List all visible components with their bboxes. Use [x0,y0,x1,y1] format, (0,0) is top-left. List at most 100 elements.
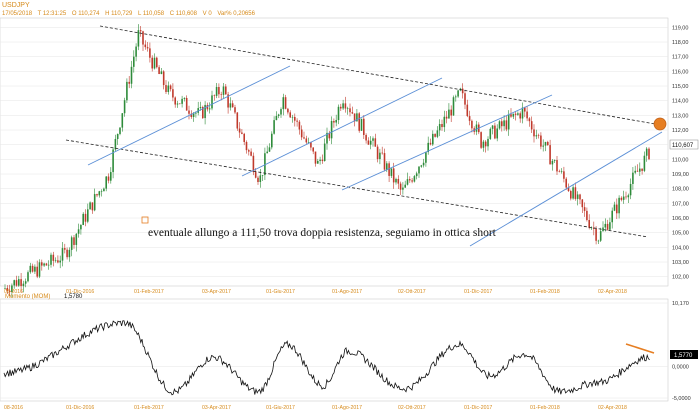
candle-down [494,125,496,139]
candle-up [622,196,625,200]
candle-up [425,152,427,163]
price-axis: 119,00 118,00 117,00 116,00 115,00 114,00 113,… [672,25,689,280]
candle-up [553,160,556,161]
candle-up [280,109,282,115]
candle-down [156,57,158,68]
price-tick-label: 116,00 [672,69,688,75]
candle-up [87,209,89,222]
header: USDJPY 17/05/2018 T 12:31:25 O 110,274 H… [2,2,256,17]
momentum-title: Momento (MOM) [5,294,50,300]
time-tick-label: 01-Feb-2017 [134,289,164,295]
candle-up [61,248,64,261]
price-tick-label: 115,00 [672,84,688,90]
candle-down [185,97,188,111]
candle-down [36,266,38,277]
candle-down [296,120,298,122]
candle-down [294,116,296,121]
candle-up [137,30,140,47]
candle-up [597,240,600,242]
header-high: H 110,729 [105,11,133,17]
candle-up [420,165,423,167]
candle-down [351,112,354,114]
candle-up [307,142,310,143]
time-tick-label: 02-Ott-2017 [398,405,426,411]
candle-up [192,113,195,117]
candle-up [512,113,515,117]
candle-down [333,120,335,123]
candle-down [556,160,558,172]
candle-down [441,124,443,128]
candle-up [438,124,441,131]
candle-down [533,129,535,137]
candle-down [6,287,9,291]
candle-down [625,196,627,198]
candle-down [392,168,395,183]
candle-up [215,87,218,96]
candle-down [574,187,577,199]
price-panel: eventuale allungo a 111,50 trova doppia … [0,17,669,298]
candle-up [34,266,36,272]
candle-down [220,94,222,95]
candle-down [15,280,18,286]
candle-down [73,237,75,245]
momentum-tick-label: -5,0000 [672,396,691,402]
price-tick-label: 104,00 [672,245,689,251]
candle-down [549,145,551,165]
candle-up [609,222,611,230]
candle-down [505,120,508,130]
candle-down [581,199,584,208]
candle-up [395,178,397,183]
candle-down [381,152,383,154]
candle-down [363,118,365,135]
candle-up [402,187,404,190]
candle-down [165,85,167,92]
momentum-line [3,320,650,396]
candle-up [93,194,96,211]
candle-down [142,31,144,45]
candle-down [243,133,245,142]
candle-down [284,97,287,109]
candle-down [565,178,567,188]
candle-up [116,133,119,140]
candle-up [404,184,406,188]
candle-down [606,223,609,230]
candle-down [376,146,379,160]
candle-down [91,202,94,211]
candle-up [119,127,121,134]
candle-up [27,272,29,282]
candle-down [231,103,234,108]
momentum-grid [0,302,668,399]
candle-down [20,279,22,287]
candle-down [648,148,650,160]
candle-up [360,118,363,131]
candle-down [289,112,291,118]
trendline-blue-2 [241,77,443,177]
candle-up [38,262,41,277]
candle-up [415,173,418,177]
candle-down [563,171,565,179]
candle-up [47,264,50,266]
candle-down [52,254,55,261]
candle-up [599,231,602,241]
price-tick-label: 119,00 [672,25,688,31]
candle-up [482,141,485,148]
candle-up [432,133,434,145]
candle-down [501,121,503,127]
candle-down [174,97,176,105]
candle-down [540,135,542,147]
header-close: C 110,608 [170,11,198,17]
candle-up [418,166,420,174]
candle-down [344,103,347,109]
header-low: L 110,058 [138,11,165,17]
candle-down [450,109,452,116]
time-tick-label: 02-Apr-2018 [598,405,627,411]
candle-down [461,88,464,94]
time-tick-label: 08-2016 [4,289,23,295]
momentum-tick-label: 0,0000 [672,365,689,371]
candle-down [528,118,531,122]
candle-down [254,172,257,178]
candle-up [82,213,84,225]
candle-down [480,132,482,148]
candle-up [135,46,137,57]
candle-down [620,197,623,200]
